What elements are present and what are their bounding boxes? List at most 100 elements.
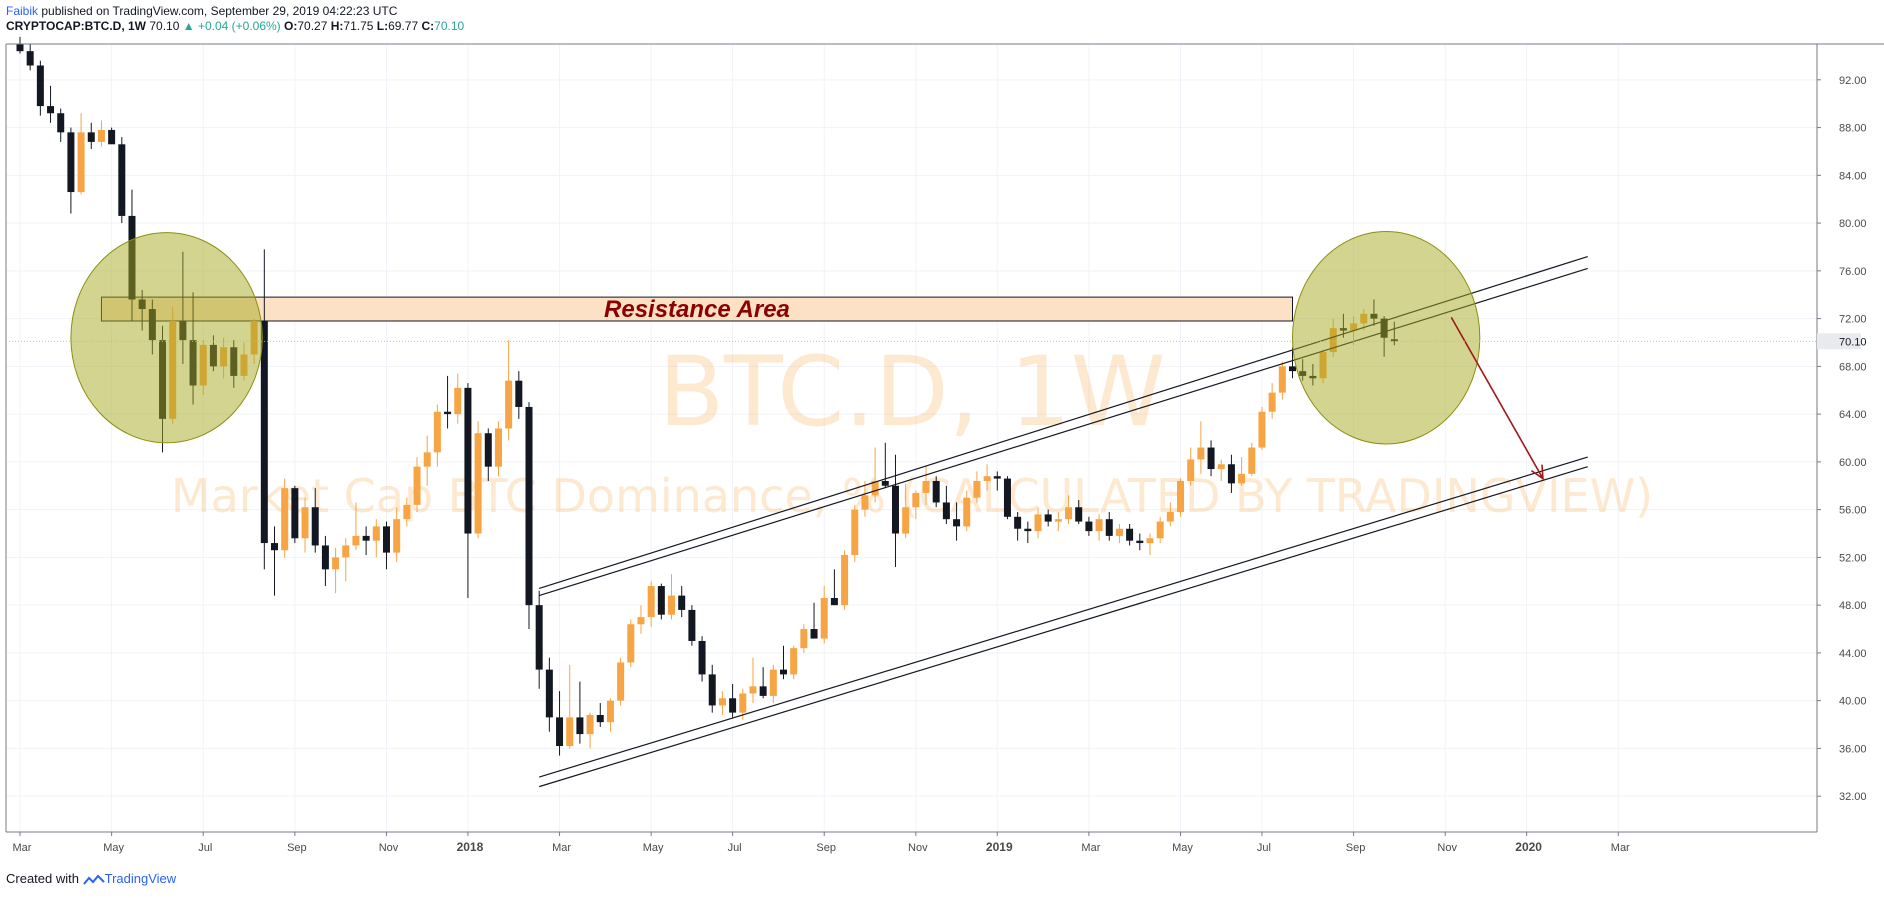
candle-body (576, 717, 584, 735)
x-tick-label: Jul (728, 842, 742, 854)
candle-body (1166, 512, 1174, 522)
candle-body (311, 507, 319, 546)
candle-body (1278, 366, 1286, 393)
candle-body (494, 428, 502, 467)
candle-body (810, 629, 818, 639)
candle-body (780, 669, 787, 675)
created-with-text: Created with (6, 871, 79, 886)
x-tick-label: May (643, 842, 664, 854)
highlight-circle-right[interactable] (1292, 230, 1481, 445)
y-tick-label: 52.00 (1839, 552, 1867, 564)
candle-body (36, 65, 44, 107)
resistance-zone[interactable]: Resistance Area (100, 296, 1294, 323)
resistance-label: Resistance Area (604, 296, 790, 323)
candle-body (1065, 507, 1073, 520)
candle-body (433, 411, 441, 453)
candle-body (515, 380, 523, 407)
candle-body (352, 535, 360, 546)
candle-body (1105, 519, 1113, 536)
channel-lower-line-2[interactable] (539, 466, 1588, 788)
candle-body (759, 686, 767, 696)
candle-body (1268, 392, 1276, 412)
candle-body (1054, 519, 1062, 522)
candle-body (963, 497, 971, 527)
candle-body (566, 717, 574, 747)
projection-arrowhead-icon (1530, 464, 1544, 481)
candle-body (301, 507, 309, 539)
publish-line: Faibik published on TradingView.com, Sep… (6, 4, 464, 19)
candle-body (800, 629, 808, 649)
channel-lower-line-1[interactable] (539, 456, 1588, 778)
y-tick-label: 36.00 (1839, 743, 1867, 755)
candle-body (891, 485, 899, 534)
x-tick-label: 2020 (1515, 840, 1542, 854)
candle-body (739, 693, 747, 713)
candle-body (729, 698, 737, 713)
candle-body (1187, 459, 1195, 481)
x-tick-label: Jul (1257, 842, 1271, 854)
high-label: H: (330, 19, 344, 33)
candle-body (790, 648, 798, 675)
symbol-label: CRYPTOCAP:BTC.D, 1W (6, 19, 147, 33)
axes: 32.00 36.00 40.00 44.00 48.00 52.00 56.00 60.00… (5, 43, 1884, 854)
published-text: published on TradingView.com, September … (41, 4, 398, 18)
candle-body (1085, 521, 1093, 532)
chart-header: Faibik published on TradingView.com, Sep… (6, 4, 464, 34)
candle-body (342, 545, 350, 558)
candle-body (403, 504, 411, 520)
watermark-symbol: BTC.D, 1W (658, 336, 1165, 448)
close-label: C: (421, 19, 435, 33)
x-tick-label: Sep (287, 842, 307, 854)
candle-body (505, 380, 513, 429)
candle-body (596, 714, 604, 723)
y-tick-label: 64.00 (1839, 409, 1867, 421)
author-link[interactable]: Faibik (6, 4, 39, 18)
x-tick-label: 2019 (986, 840, 1013, 854)
footer: Created with TradingView (6, 871, 176, 886)
projection-arrow[interactable] (1450, 317, 1544, 479)
candle-body (16, 44, 24, 52)
annotations[interactable] (70, 230, 1588, 788)
candle-body (535, 605, 543, 670)
change-value: ▲ +0.04 (+0.06%) (182, 19, 281, 33)
candle-body (841, 555, 849, 606)
candle-body (1014, 516, 1022, 529)
x-tick-label: Jul (198, 842, 212, 854)
candle-body (586, 714, 594, 735)
candle-body (444, 411, 452, 415)
x-tick-label: Nov (379, 842, 399, 854)
candle-body (861, 495, 869, 510)
x-tick-label: Nov (908, 842, 928, 854)
candle-body (973, 480, 981, 498)
x-tick-label: 2018 (457, 840, 484, 854)
candle-body (484, 433, 492, 467)
candle-body (678, 595, 686, 610)
last-value: 70.10 (149, 19, 180, 33)
last-price-label: 70.10 (1839, 336, 1867, 348)
candle-body (393, 519, 401, 553)
y-tick-label: 72.00 (1839, 314, 1867, 326)
candle-body (1227, 464, 1235, 484)
close-value: 70.10 (434, 19, 465, 33)
y-tick-label: 68.00 (1839, 361, 1867, 373)
candle-body (1238, 473, 1246, 484)
candle-body (118, 144, 126, 216)
highlight-circle-left[interactable] (70, 232, 263, 444)
candle-body (1207, 447, 1215, 470)
candle-body (362, 535, 370, 541)
candle-body (1095, 519, 1103, 532)
candle-body (260, 320, 268, 544)
candle-body (1217, 464, 1225, 470)
candle-body (902, 507, 910, 534)
last-price-badge (1817, 333, 1861, 350)
candle-body (1177, 480, 1185, 513)
candle-body (617, 662, 625, 701)
candle-body (372, 526, 380, 541)
candle-body (1075, 507, 1083, 522)
tradingview-brand[interactable]: TradingView (104, 871, 177, 886)
candle-body (657, 586, 665, 615)
candle-body (688, 609, 696, 641)
x-tick-label: May (103, 842, 124, 854)
x-tick-label: Sep (816, 842, 836, 854)
